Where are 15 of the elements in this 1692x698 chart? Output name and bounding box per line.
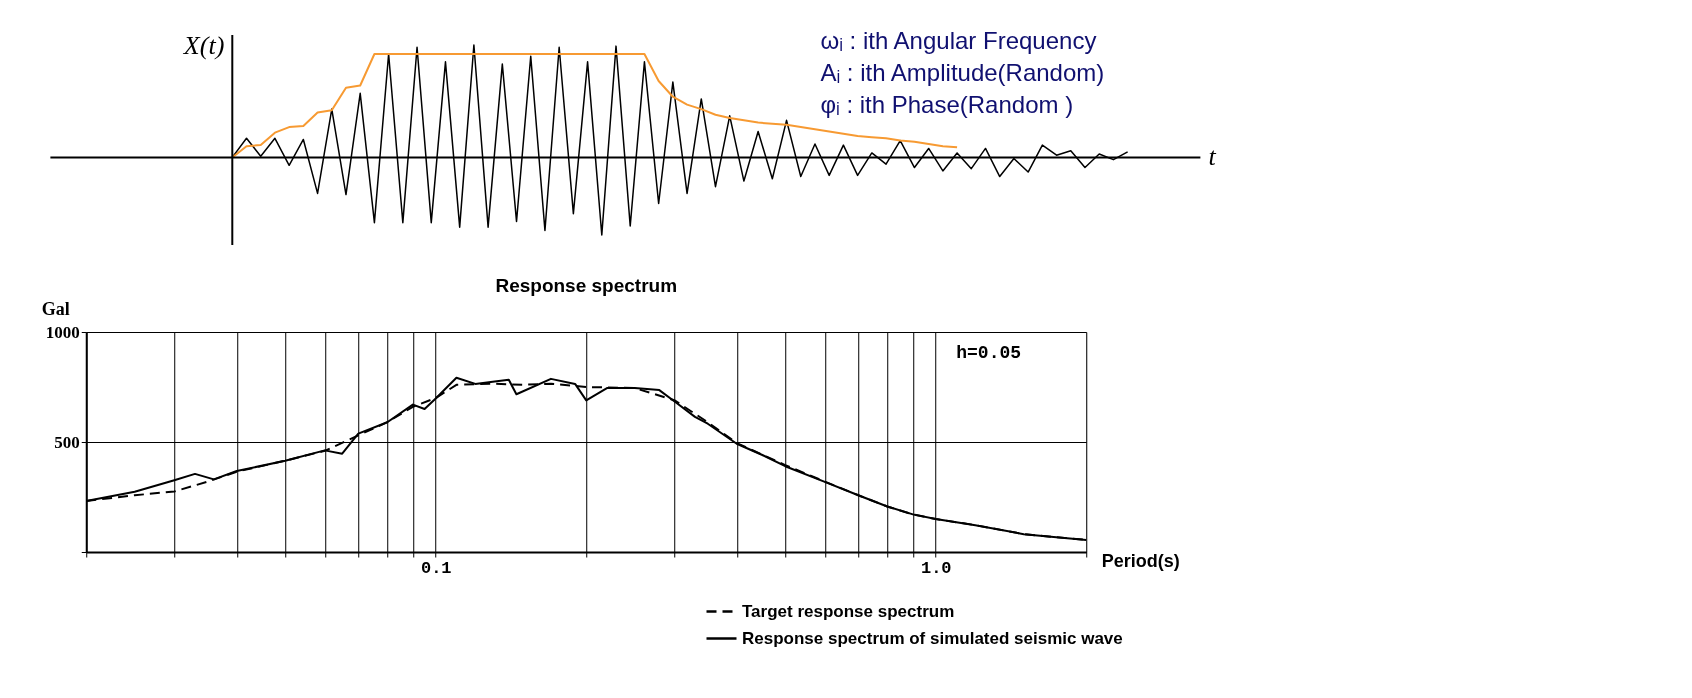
y-tick-label: 500 xyxy=(54,432,80,452)
x-tick-label: 1.0 xyxy=(920,558,952,578)
annotation: φᵢ : ith Phase(Random ) xyxy=(820,91,1074,118)
y-axis-title: Gal xyxy=(41,298,70,319)
x-axis-title: t xyxy=(1208,142,1217,172)
legend-label: Response spectrum of simulated seismic wave xyxy=(742,628,1123,648)
annotation: Aᵢ : ith Amplitude(Random) xyxy=(820,59,1105,86)
annotation: ωᵢ : ith Angular Frequency xyxy=(820,27,1097,54)
x-tick-label: 0.1 xyxy=(420,558,452,578)
x-axis-title: Period(s) xyxy=(1101,550,1180,571)
chart-title: Response spectrum xyxy=(495,275,678,296)
legend-label: Target response spectrum xyxy=(742,601,955,621)
y-tick-label: 1000 xyxy=(45,322,80,342)
annotation: h=0.05 xyxy=(956,343,1022,363)
y-axis-title: X(t) xyxy=(182,31,225,60)
